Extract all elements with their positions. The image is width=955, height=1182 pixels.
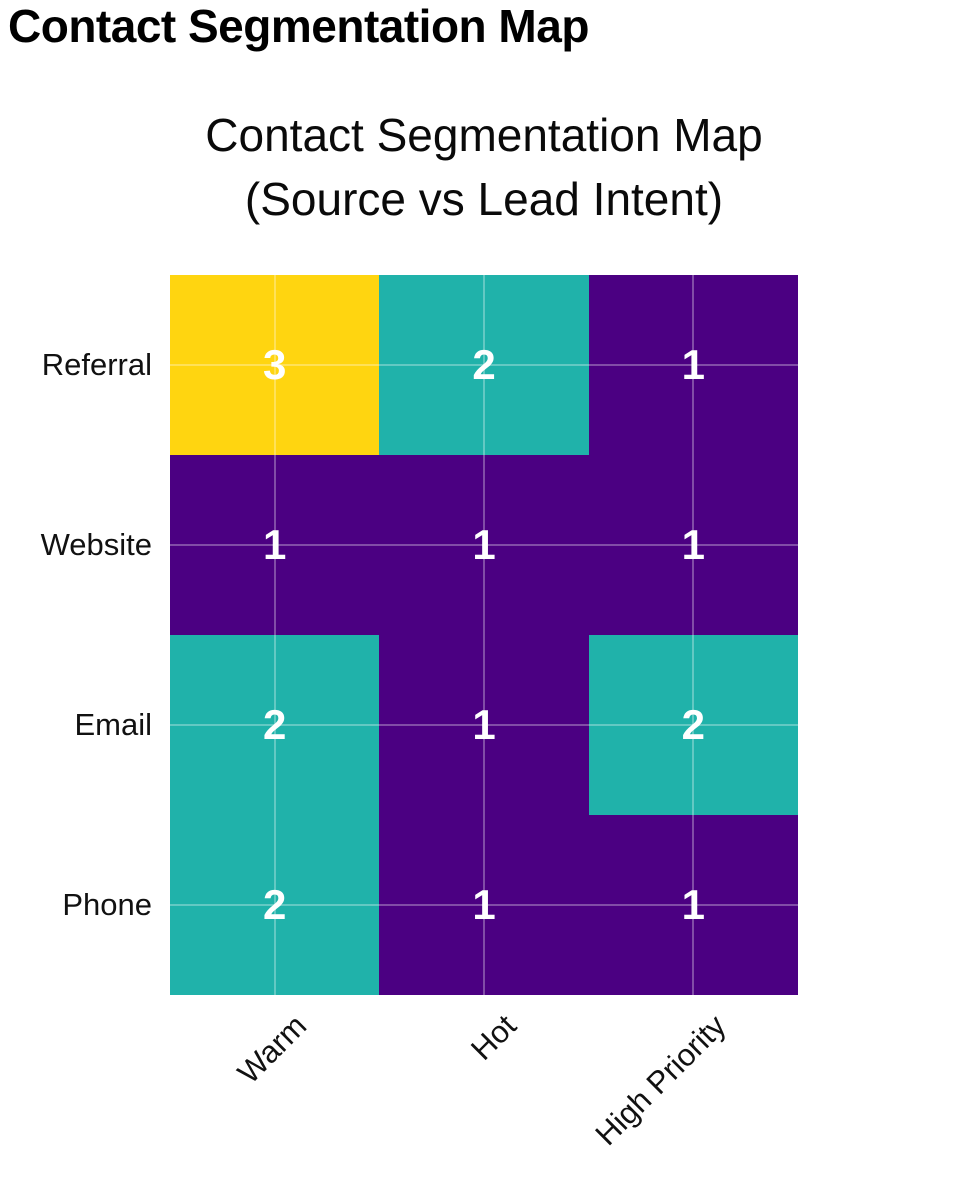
heatmap-cell-email-high-priority[interactable]: 2 bbox=[588, 635, 798, 815]
y-axis-label-phone: Phone bbox=[62, 887, 152, 922]
cell-value: 1 bbox=[681, 341, 705, 388]
cell-value: 1 bbox=[681, 521, 705, 568]
heatmap-cell-referral-hot[interactable]: 2 bbox=[379, 275, 589, 455]
heatmap-cell-website-high-priority[interactable]: 1 bbox=[588, 455, 798, 635]
cell-value: 1 bbox=[681, 881, 705, 928]
x-axis-label-high-priority: High Priority bbox=[587, 1008, 733, 1153]
y-axis-label-referral: Referral bbox=[41, 347, 152, 382]
y-axis-label-website: Website bbox=[40, 527, 152, 562]
heatmap-cell-email-hot[interactable]: 1 bbox=[379, 635, 589, 815]
heatmap-cell-referral-high-priority[interactable]: 1 bbox=[588, 275, 798, 455]
cell-value: 2 bbox=[262, 881, 287, 928]
heatmap-grid: 3 2 1 1 1 1 2 1 2 2 1 1 bbox=[170, 275, 798, 995]
x-axis-label-warm: Warm bbox=[231, 1008, 314, 1091]
y-axis-label-email: Email bbox=[74, 707, 152, 742]
heatmap-cell-email-warm[interactable]: 2 bbox=[170, 635, 380, 815]
heatmap-cell-phone-high-priority[interactable]: 1 bbox=[588, 815, 798, 995]
heatmap-cell-phone-warm[interactable]: 2 bbox=[170, 815, 380, 995]
cell-value: 1 bbox=[472, 521, 496, 568]
chart-title: Contact Segmentation Map (Source vs Lead… bbox=[170, 103, 798, 231]
chart-title-line1: Contact Segmentation Map bbox=[205, 109, 763, 161]
heatmap-cell-referral-warm[interactable]: 3 bbox=[170, 275, 380, 455]
heatmap-cell-website-hot[interactable]: 1 bbox=[379, 455, 589, 635]
heatmap-plot-area: 3 2 1 1 1 1 2 1 2 2 1 1 bbox=[170, 275, 798, 995]
cell-value: 1 bbox=[262, 521, 287, 568]
chart-title-line2: (Source vs Lead Intent) bbox=[244, 173, 724, 225]
cell-value: 3 bbox=[262, 341, 287, 388]
x-axis-label-hot: Hot bbox=[463, 1008, 523, 1067]
cell-value: 2 bbox=[681, 701, 705, 748]
heatmap-cell-website-warm[interactable]: 1 bbox=[170, 455, 380, 635]
cell-value: 2 bbox=[262, 701, 287, 748]
cell-value: 1 bbox=[472, 701, 496, 748]
heatmap-cell-phone-hot[interactable]: 1 bbox=[379, 815, 589, 995]
cell-value: 1 bbox=[472, 881, 496, 928]
page-title: Contact Segmentation Map bbox=[8, 0, 589, 52]
cell-value: 2 bbox=[472, 341, 496, 388]
